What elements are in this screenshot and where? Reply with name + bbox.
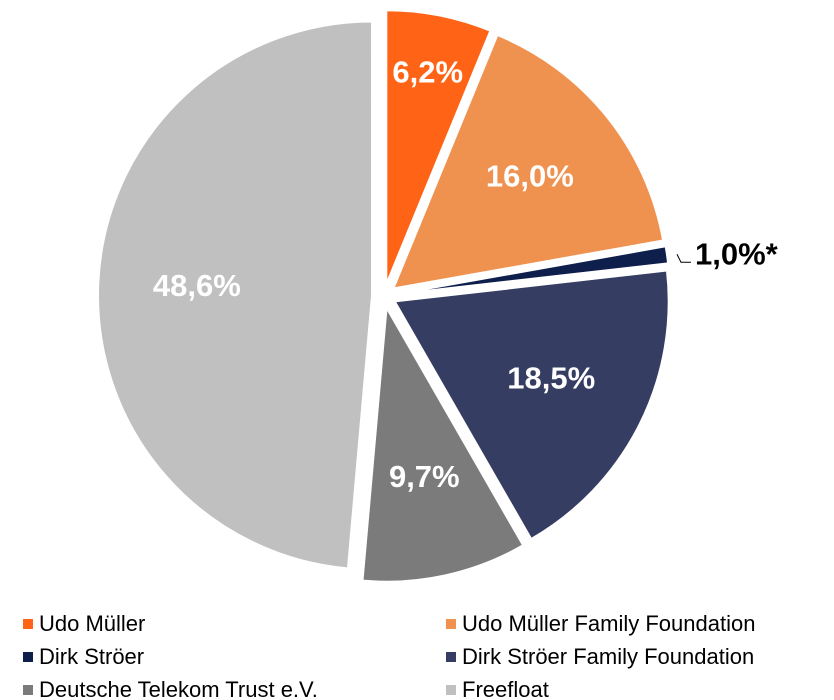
- data-label: 48,6%: [153, 268, 241, 303]
- legend-label: Udo Müller: [39, 611, 145, 636]
- data-label: 18,5%: [507, 361, 595, 396]
- pie-slice: [385, 9, 492, 285]
- legend-swatch: [23, 652, 33, 662]
- legend-swatch: [446, 652, 456, 662]
- pie-slice: [361, 304, 525, 583]
- legend-swatch: [446, 619, 456, 629]
- pie-slice: [393, 269, 670, 541]
- legend-label: Deutsche Telekom Trust e.V.: [39, 677, 318, 700]
- legend-label: Freefloat: [462, 677, 549, 700]
- legend-label: Dirk Ströer: [39, 644, 144, 669]
- leader-line: [676, 254, 691, 263]
- legend-swatch: [446, 685, 456, 695]
- data-label: 16,0%: [486, 159, 574, 194]
- pie-slice: [395, 245, 670, 296]
- legend-swatch: [23, 619, 33, 629]
- data-label: 9,7%: [389, 459, 460, 494]
- pie-slice: [97, 20, 374, 570]
- data-label: 6,2%: [392, 55, 463, 90]
- legend-label: Udo Müller Family Foundation: [462, 611, 755, 636]
- pie-slice: [391, 33, 665, 290]
- data-label: 1,0%*: [695, 236, 779, 271]
- legend-label: Dirk Ströer Family Foundation: [462, 644, 754, 669]
- legend-swatch: [23, 685, 33, 695]
